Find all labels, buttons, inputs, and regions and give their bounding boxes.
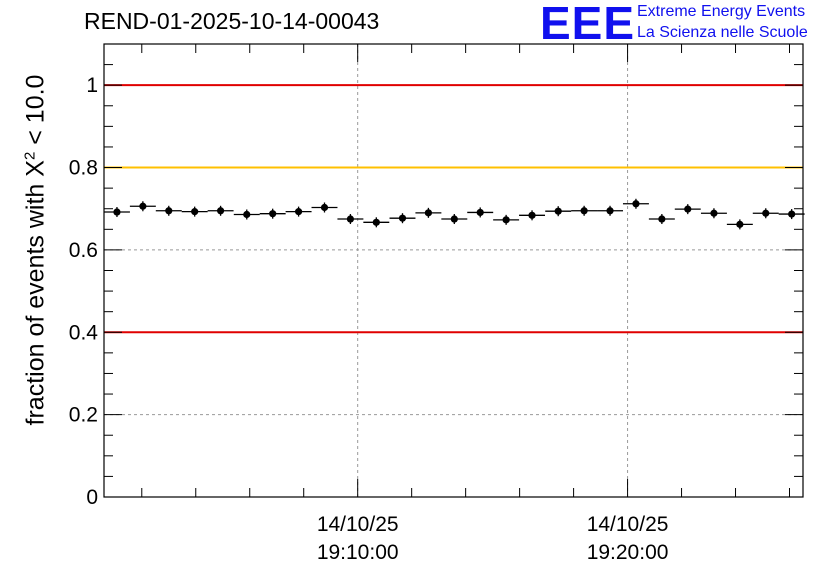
y-tick-label: 0 xyxy=(86,486,98,509)
x-tick-label-time: 19:20:00 xyxy=(587,541,669,564)
data-point xyxy=(243,210,251,219)
data-point xyxy=(684,205,692,213)
data-point xyxy=(476,208,484,217)
y-tick-label: 1 xyxy=(86,74,98,97)
x-tick-label-time: 19:10:00 xyxy=(317,541,399,564)
data-point xyxy=(528,211,536,219)
data-point xyxy=(502,216,510,224)
data-point xyxy=(191,208,199,216)
data-point xyxy=(372,218,380,226)
y-tick-label: 0.4 xyxy=(69,321,99,344)
data-point xyxy=(139,202,147,210)
data-point xyxy=(165,207,173,215)
data-point xyxy=(554,207,562,215)
chart-title: REND-01-2025-10-14-00043 xyxy=(84,8,380,34)
y-tick-label: 0.6 xyxy=(69,239,98,262)
x-tick-label-date: 14/10/25 xyxy=(317,513,399,536)
logo-subtitle-line2: La Scienza nelle Scuole xyxy=(637,24,808,41)
data-point xyxy=(346,215,355,223)
x-tick-label-date: 14/10/25 xyxy=(587,513,669,536)
data-point xyxy=(113,208,121,216)
data-point xyxy=(762,209,770,217)
data-point xyxy=(632,200,640,208)
plot-frame xyxy=(103,43,804,498)
data-point xyxy=(710,209,718,217)
data-point xyxy=(580,207,588,215)
data-point xyxy=(450,215,458,223)
data-point xyxy=(320,203,329,212)
data-point xyxy=(269,210,277,218)
data-point xyxy=(658,215,666,223)
y-tick-label: 0.8 xyxy=(69,157,98,180)
eee-logo: EEE xyxy=(540,0,636,49)
data-point xyxy=(788,210,796,218)
data-point xyxy=(424,209,433,217)
data-point xyxy=(606,207,614,215)
data-point xyxy=(294,208,303,216)
y-tick-label: 0.2 xyxy=(69,404,98,427)
data-point xyxy=(216,207,225,215)
data-point xyxy=(736,220,744,228)
logo-subtitle-line1: Extreme Energy Events xyxy=(637,3,806,20)
data-point xyxy=(398,214,407,222)
